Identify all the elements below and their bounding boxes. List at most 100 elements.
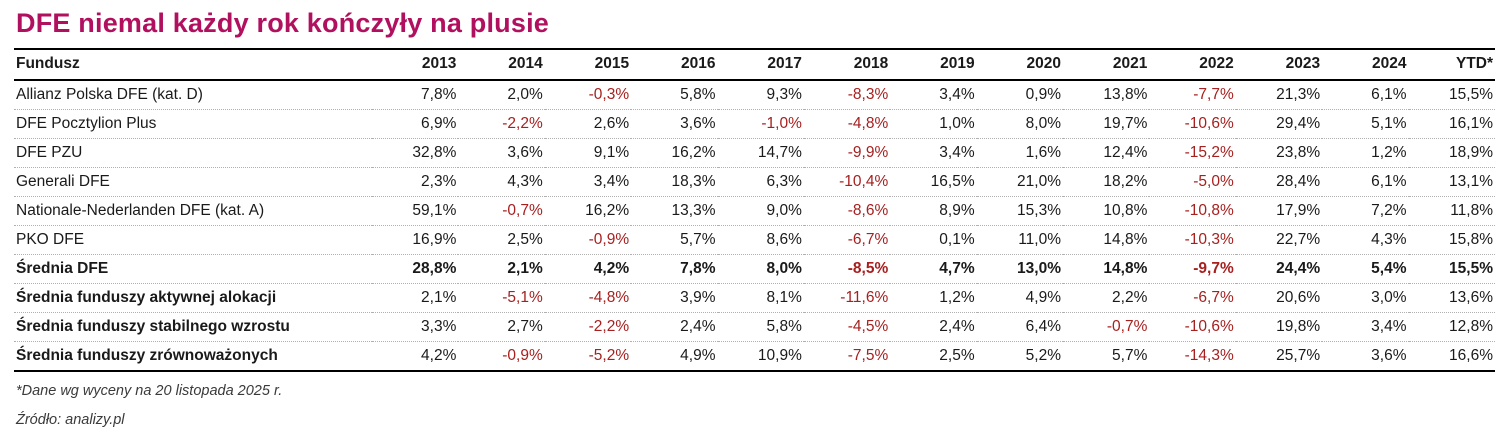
return-value-cell: -10,4% (803, 167, 891, 197)
return-value-cell: 29,4% (1235, 109, 1323, 139)
fund-name-cell: Nationale-Nederlanden DFE (kat. A) (14, 196, 372, 226)
footnotes: *Dane wg wyceny na 20 listopada 2025 r. … (16, 383, 1495, 428)
table-row: Allianz Polska DFE (kat. D) 7,8% 2,0% -0,3%… (14, 80, 1495, 110)
column-header-year: 2018 (803, 49, 891, 81)
return-value-cell: 19,8% (1235, 312, 1323, 342)
return-value-cell: -4,8% (803, 109, 891, 139)
return-value-cell: 5,8% (680, 86, 716, 103)
return-value-cell: 4,3% (458, 167, 545, 197)
return-value-cell: 25,7% (1235, 341, 1323, 371)
return-value-cell: -0,7% (1063, 312, 1150, 342)
return-value-cell: 8,6% (717, 225, 804, 255)
table-row: Nationale-Nederlanden DFE (kat. A) 59,1% -… (14, 196, 1495, 226)
return-value-cell: 15,5% (1449, 86, 1493, 103)
return-value-cell: -9,9% (803, 138, 891, 168)
table-row: PKO DFE 16,9% 2,5% -0,9% 5,7% 8,6% -6,7% 0,1% 11… (14, 225, 1495, 255)
return-value-cell: 3,6% (1322, 341, 1409, 371)
return-value-cell: -8,3% (847, 86, 889, 103)
return-value-cell: 1,0% (890, 109, 977, 139)
return-value-cell: 14,7% (717, 138, 804, 168)
return-value-cell: 6,4% (976, 312, 1063, 342)
return-value-cell: 4,9% (631, 341, 718, 371)
return-value-cell: 2,3% (372, 167, 459, 197)
column-header-year: 2022 (1149, 49, 1236, 81)
return-value-cell: 8,1% (717, 283, 804, 313)
return-value-cell: 24,4% (1235, 254, 1323, 284)
return-value-cell: 11,0% (976, 225, 1063, 255)
column-header-year: YTD* (1408, 49, 1495, 81)
return-value-cell: -8,5% (803, 254, 891, 284)
return-value-cell: 7,8% (421, 86, 457, 103)
return-value-cell: 14,8% (1063, 254, 1150, 284)
return-value-cell: 3,6% (458, 138, 545, 168)
return-value-cell: 8,9% (890, 196, 977, 226)
table-header-row: Fundusz 2013 2014 2015 2016 2017 2018 2019 2020 2… (14, 49, 1495, 81)
source-footnote: Źródło: analizy.pl (16, 412, 125, 428)
return-value-cell: 3,4% (939, 86, 975, 103)
return-value-cell: -5,0% (1149, 167, 1236, 197)
return-value-cell: 1,2% (890, 283, 977, 313)
column-header-year: 2019 (890, 49, 977, 81)
return-value-cell: -10,6% (1149, 312, 1236, 342)
return-value-cell: -6,7% (803, 225, 891, 255)
column-header-year: 2024 (1322, 49, 1409, 81)
return-value-cell: 28,4% (1235, 167, 1323, 197)
return-value-cell: 10,8% (1063, 196, 1150, 226)
return-value-cell: -4,5% (803, 312, 891, 342)
return-value-cell: 22,7% (1235, 225, 1323, 255)
return-value-cell: -10,6% (1149, 109, 1236, 139)
return-value-cell: -1,0% (717, 109, 804, 139)
return-value-cell: -5,1% (458, 283, 545, 313)
return-value-cell: 9,3% (766, 86, 802, 103)
return-value-cell: 2,4% (631, 312, 718, 342)
return-value-cell: -9,7% (1149, 254, 1236, 284)
return-value-cell: 16,2% (631, 138, 718, 168)
fund-name-cell: DFE PZU (14, 138, 372, 168)
return-value-cell: 3,4% (544, 167, 632, 197)
return-value-cell: 5,7% (631, 225, 718, 255)
return-value-cell: 9,0% (717, 196, 804, 226)
return-value-cell: -0,9% (544, 225, 632, 255)
return-value-cell: 6,1% (1371, 86, 1407, 103)
return-value-cell: -14,3% (1149, 341, 1236, 371)
return-value-cell: 3,4% (1322, 312, 1409, 342)
return-value-cell: 3,6% (631, 109, 718, 139)
return-value-cell: 2,7% (458, 312, 545, 342)
return-value-cell: 0,9% (1025, 86, 1061, 103)
return-value-cell: -11,6% (803, 283, 891, 313)
return-value-cell: -0,9% (458, 341, 545, 371)
return-value-cell: 0,1% (890, 225, 977, 255)
return-value-cell: 3,0% (1322, 283, 1409, 313)
table-row: Średnia funduszy aktywnej alokacji 2,1% -5… (14, 283, 1495, 313)
return-value-cell: 5,4% (1322, 254, 1409, 284)
return-value-cell: 13,6% (1408, 283, 1495, 313)
return-value-cell: -4,8% (544, 283, 632, 313)
return-value-cell: 4,2% (544, 254, 632, 284)
return-value-cell: 16,2% (544, 196, 632, 226)
return-value-cell: -2,2% (544, 312, 632, 342)
return-value-cell: 2,6% (544, 109, 632, 139)
return-value-cell: 4,9% (976, 283, 1063, 313)
return-value-cell: 5,2% (976, 341, 1063, 371)
return-value-cell: 59,1% (372, 196, 459, 226)
return-value-cell: 2,1% (458, 254, 545, 284)
fund-name-cell: Średnia DFE (14, 254, 372, 284)
table-row: Generali DFE 2,3% 4,3% 3,4% 18,3% 6,3% -10,4% 1… (14, 167, 1495, 197)
return-value-cell: 15,5% (1408, 254, 1495, 284)
fund-name-cell: Średnia funduszy stabilnego wzrostu (14, 312, 372, 342)
return-value-cell: 12,4% (1063, 138, 1150, 168)
column-header-year: 2017 (717, 49, 804, 81)
return-value-cell: 2,0% (507, 86, 543, 103)
return-value-cell: -0,7% (458, 196, 545, 226)
return-value-cell: 16,5% (890, 167, 977, 197)
return-value-cell: 5,7% (1063, 341, 1150, 371)
column-header-fundusz: Fundusz (14, 49, 372, 81)
return-value-cell: 32,8% (372, 138, 459, 168)
return-value-cell: -15,2% (1149, 138, 1236, 168)
returns-table: Fundusz 2013 2014 2015 2016 2017 2018 2019 2020 2… (14, 48, 1495, 372)
table-row: Średnia funduszy zrównoważonych 4,2% -0,9%… (14, 341, 1495, 371)
return-value-cell: 7,2% (1322, 196, 1409, 226)
return-value-cell: 18,2% (1063, 167, 1150, 197)
return-value-cell: 23,8% (1235, 138, 1323, 168)
table-body: Allianz Polska DFE (kat. D) 7,8% 2,0% -0,3%… (14, 80, 1495, 371)
